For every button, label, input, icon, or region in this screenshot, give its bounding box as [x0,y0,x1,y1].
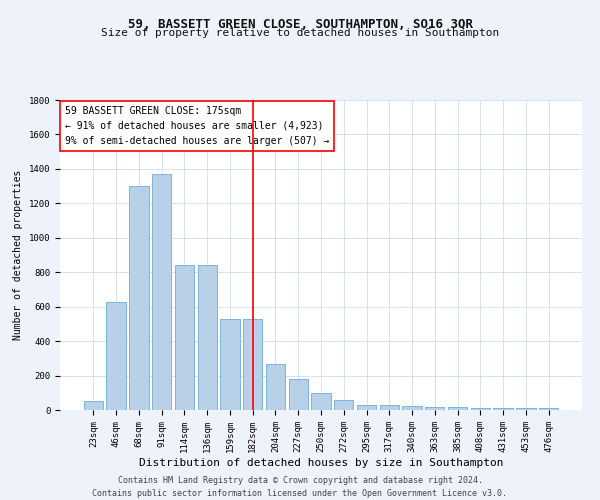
Bar [380,405,399,410]
Bar [220,318,239,410]
Bar [493,408,513,410]
Bar [152,174,172,410]
Bar [266,364,285,410]
Bar [516,408,536,410]
Bar [470,408,490,410]
Bar [106,302,126,410]
Y-axis label: Number of detached properties: Number of detached properties [13,170,23,340]
Bar [243,318,262,410]
Bar [197,266,217,410]
X-axis label: Distribution of detached houses by size in Southampton: Distribution of detached houses by size … [139,458,503,468]
Bar [334,400,353,410]
Bar [425,406,445,410]
Bar [311,393,331,410]
Bar [129,186,149,410]
Bar [289,379,308,410]
Bar [175,266,194,410]
Text: Contains HM Land Registry data © Crown copyright and database right 2024.
Contai: Contains HM Land Registry data © Crown c… [92,476,508,498]
Text: Size of property relative to detached houses in Southampton: Size of property relative to detached ho… [101,28,499,38]
Bar [448,408,467,410]
Text: 59 BASSETT GREEN CLOSE: 175sqm
← 91% of detached houses are smaller (4,923)
9% o: 59 BASSETT GREEN CLOSE: 175sqm ← 91% of … [65,106,329,146]
Bar [357,405,376,410]
Text: 59, BASSETT GREEN CLOSE, SOUTHAMPTON, SO16 3QR: 59, BASSETT GREEN CLOSE, SOUTHAMPTON, SO… [128,18,473,30]
Bar [403,406,422,410]
Bar [84,402,103,410]
Bar [539,408,558,410]
